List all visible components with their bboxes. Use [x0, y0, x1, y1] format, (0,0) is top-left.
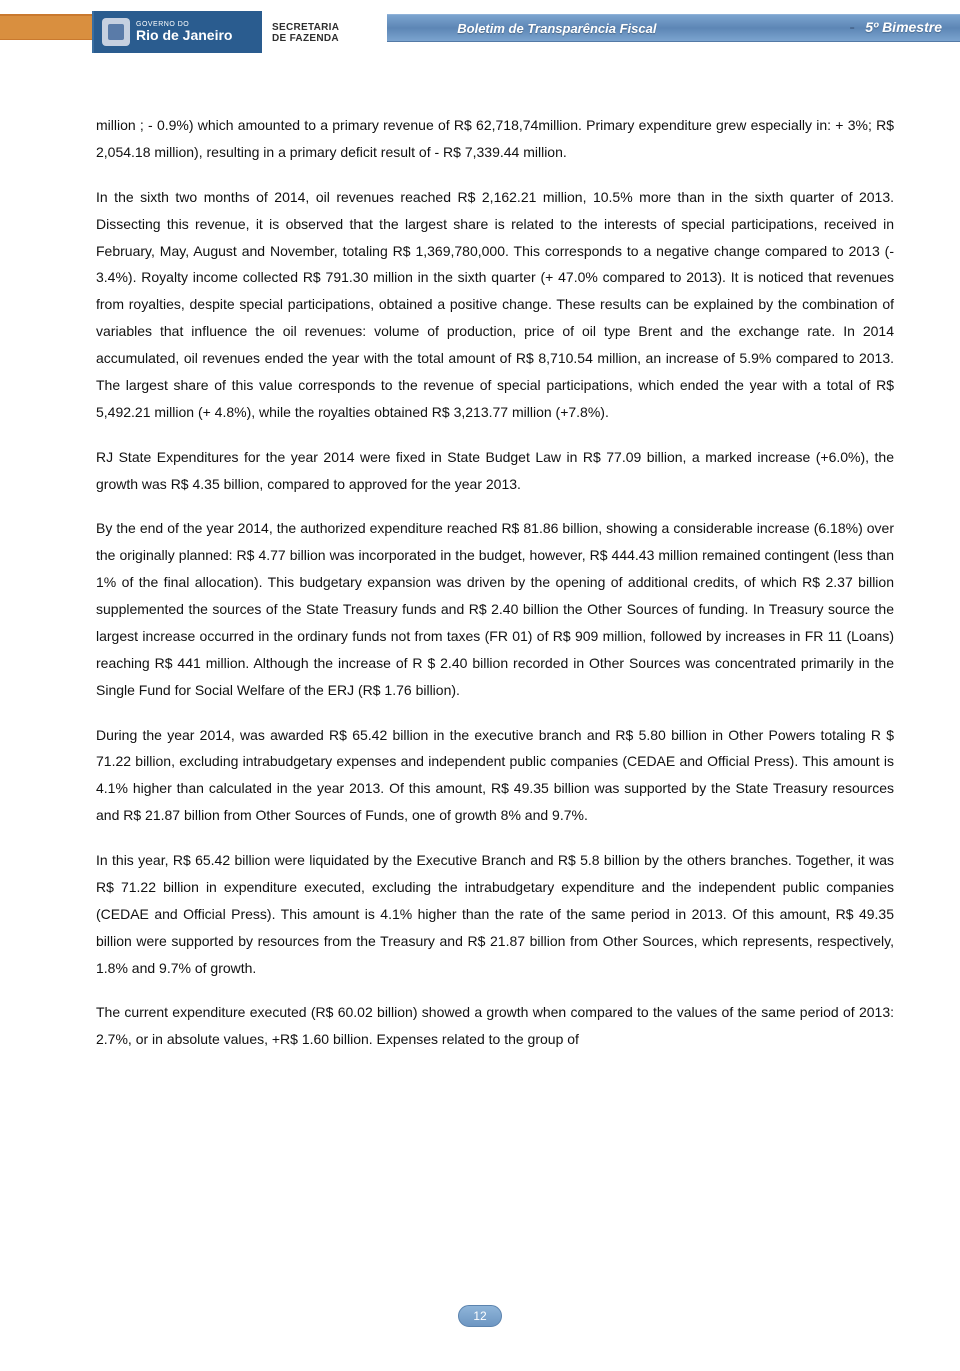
paragraph-3: RJ State Expenditures for the year 2014 … — [96, 444, 894, 498]
paragraph-7: The current expenditure executed (R$ 60.… — [96, 999, 894, 1053]
logo-rio-label: Rio de Janeiro — [136, 28, 232, 42]
paragraph-2: In the sixth two months of 2014, oil rev… — [96, 184, 894, 426]
page-footer: 12 — [0, 1305, 960, 1327]
paragraph-6: In this year, R$ 65.42 billion were liqu… — [96, 847, 894, 981]
header-right-group: - 5º Bimestre — [844, 19, 943, 37]
secretaria-line2: DE FAZENDA — [272, 33, 339, 44]
secretaria-line1: SECRETARIA — [272, 22, 339, 33]
logo-box: GOVERNO DO Rio de Janeiro — [92, 11, 262, 53]
page-number-badge: 12 — [458, 1305, 501, 1327]
bimestre-label: 5º Bimestre — [865, 19, 942, 35]
secretaria-block: SECRETARIA DE FAZENDA — [262, 12, 339, 44]
page-header: GOVERNO DO Rio de Janeiro SECRETARIA DE … — [0, 0, 960, 56]
paragraph-5: During the year 2014, was awarded R$ 65.… — [96, 722, 894, 830]
header-orange-accent — [0, 14, 92, 40]
paragraph-4: By the end of the year 2014, the authori… — [96, 515, 894, 703]
crest-icon — [102, 18, 130, 46]
paragraph-1: million ; - 0.9%) which amounted to a pr… — [96, 112, 894, 166]
bulletin-title: Boletim de Transparência Fiscal — [457, 21, 656, 36]
logo-text: GOVERNO DO Rio de Janeiro — [136, 21, 232, 42]
document-body: million ; - 0.9%) which amounted to a pr… — [0, 56, 960, 1053]
header-right-bar: Boletim de Transparência Fiscal - 5º Bim… — [387, 14, 960, 42]
title-dash: - — [850, 19, 855, 36]
